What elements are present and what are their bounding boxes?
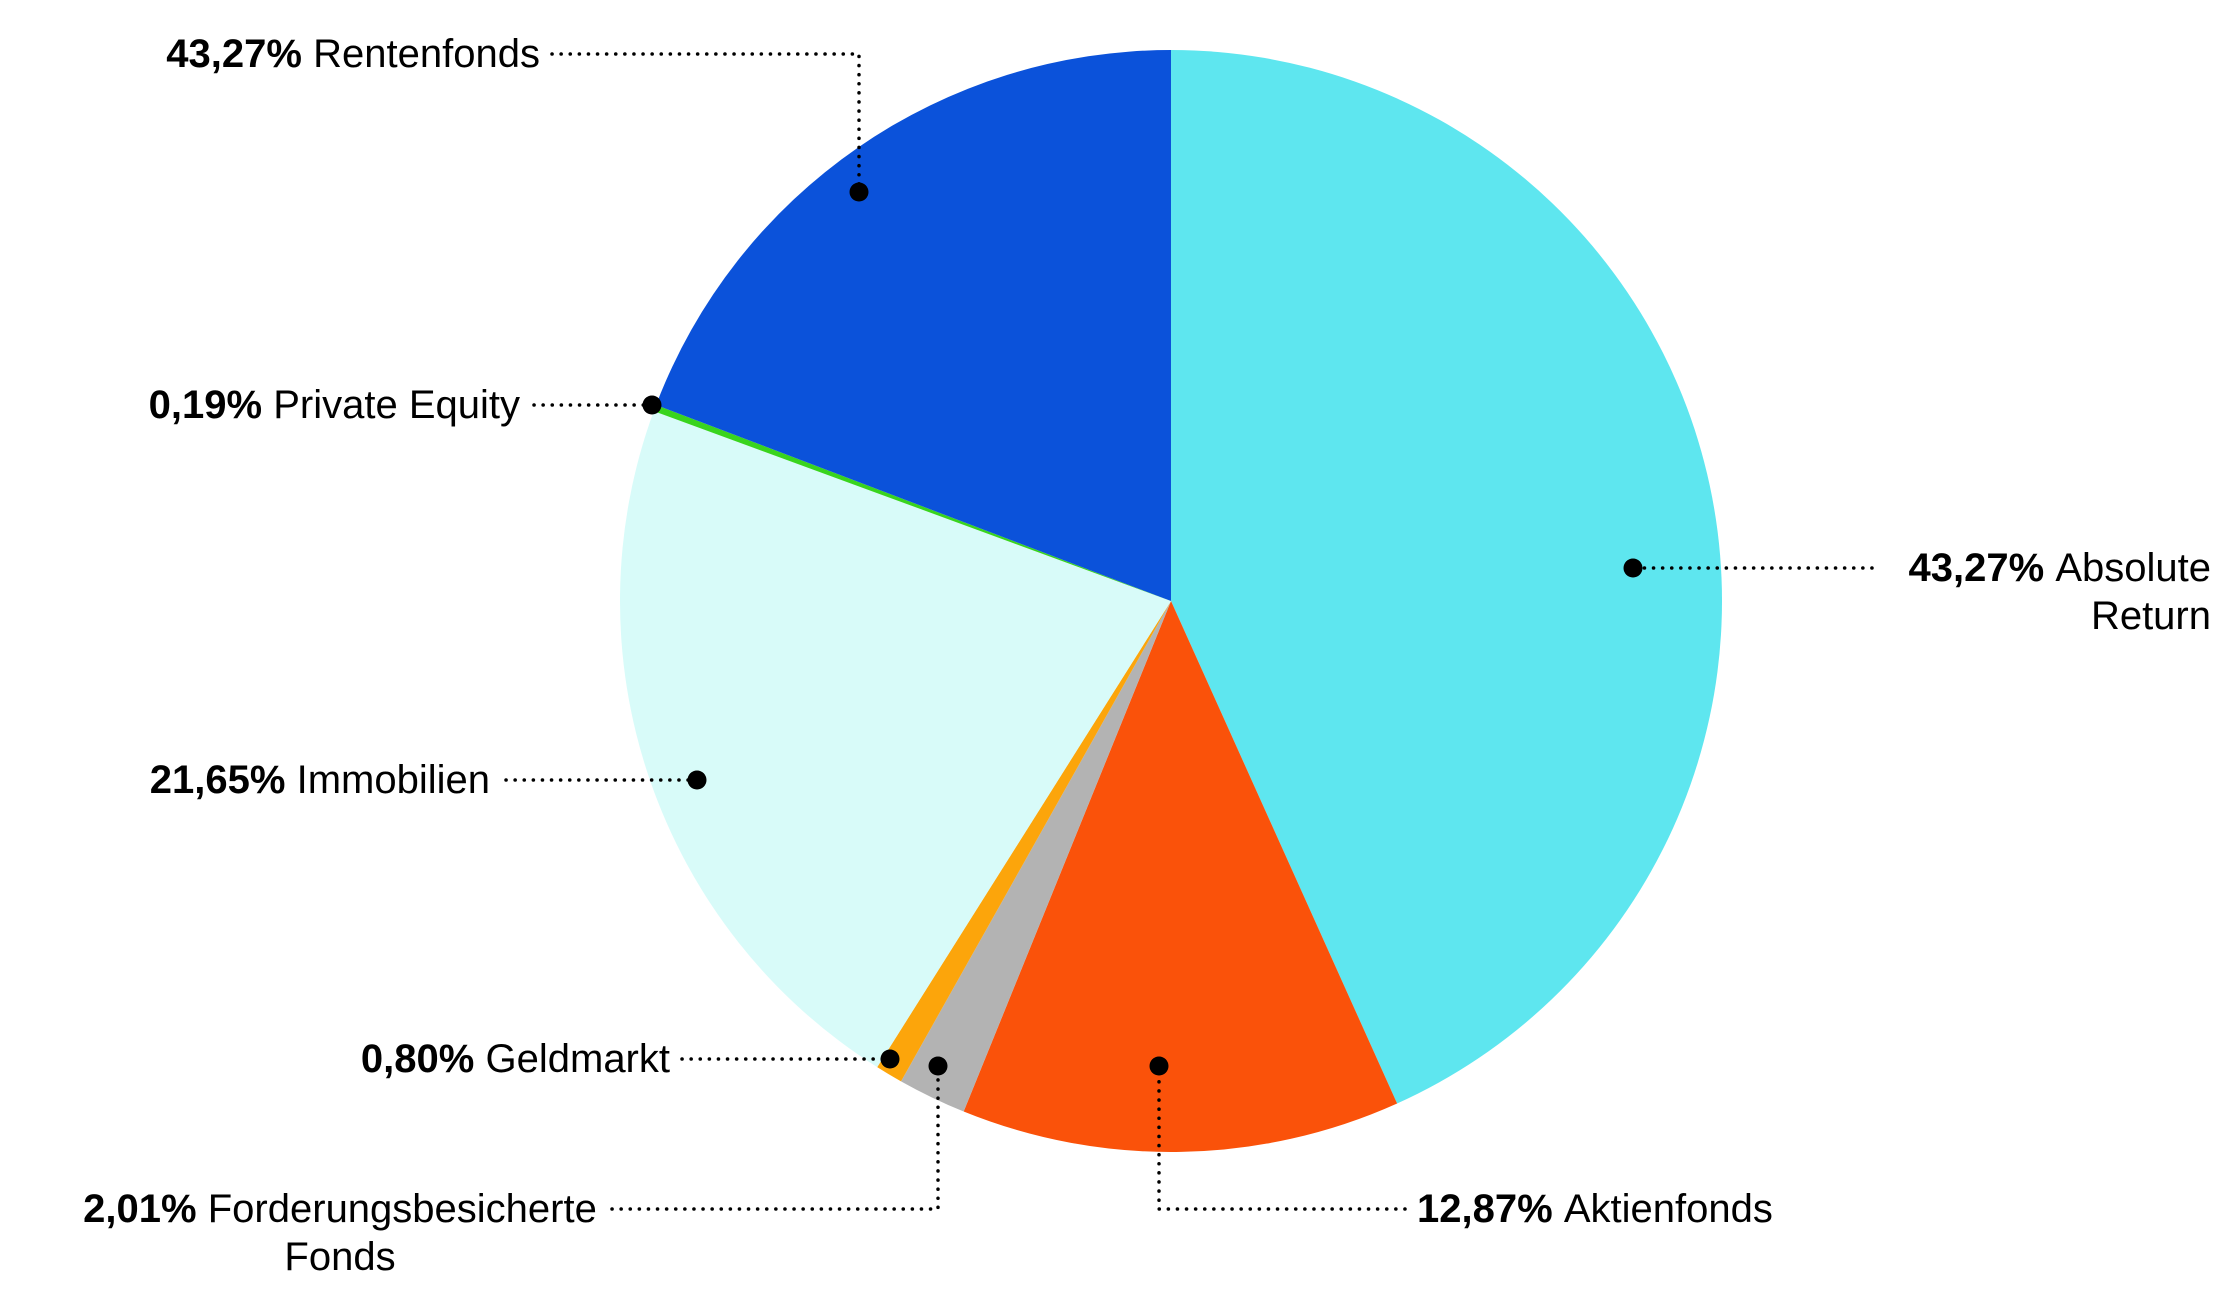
pie-slice-geldmarkt bbox=[877, 601, 1171, 1082]
aktienfonds-name: Aktienfonds bbox=[1563, 1187, 1773, 1231]
absolute-return-name: Absolute Return bbox=[2055, 546, 2211, 638]
leader-line-rentenfonds bbox=[550, 52, 861, 194]
leader-line-aktienfonds bbox=[1157, 1064, 1407, 1211]
private-equity-name: Private Equity bbox=[273, 383, 520, 427]
callout-forderungsbesicherte-fonds: 2,01% Forderungsbesicherte Fonds bbox=[30, 1185, 650, 1281]
callout-aktienfonds: 12,87% Aktienfonds bbox=[1417, 1185, 1773, 1233]
rentenfonds-percent: 43,27% bbox=[166, 32, 302, 76]
pie-slice-absolute-return bbox=[1171, 49, 1723, 1104]
immobilien-name: Immobilien bbox=[296, 758, 490, 802]
callout-immobilien: 21,65% Immobilien bbox=[60, 756, 490, 804]
leader-dot-rentenfonds bbox=[849, 182, 869, 202]
forderungsbesicherte-fonds-percent: 2,01% bbox=[83, 1187, 197, 1231]
private-equity-percent: 0,19% bbox=[148, 383, 263, 427]
pie-slice-rentenfonds bbox=[656, 50, 1171, 601]
pie-slice-forderungsbesicherte-fonds bbox=[901, 601, 1171, 1112]
leader-dot-aktienfonds bbox=[1149, 1056, 1169, 1076]
callout-rentenfonds: 43,27% Rentenfonds bbox=[110, 30, 540, 78]
forderungsbesicherte-fonds-name: Forderungsbesicherte Fonds bbox=[207, 1187, 597, 1279]
callout-private-equity: 0,19% Private Equity bbox=[60, 381, 520, 429]
callout-absolute-return: 43,27% Absolute Return bbox=[1871, 544, 2211, 640]
pie-slice-private-equity bbox=[653, 404, 1171, 601]
leader-dot-private-equity bbox=[642, 395, 662, 415]
absolute-return-percent: 43,27% bbox=[1908, 546, 2045, 590]
leader-dot-absolute-return bbox=[1623, 558, 1643, 578]
rentenfonds-name: Rentenfonds bbox=[313, 32, 540, 76]
aktienfonds-percent: 12,87% bbox=[1417, 1187, 1553, 1231]
geldmarkt-percent: 0,80% bbox=[360, 1037, 475, 1081]
leader-line-forderungsbesicherte-fonds bbox=[610, 1064, 940, 1211]
leader-dot-immobilien bbox=[687, 770, 707, 790]
immobilien-percent: 21,65% bbox=[149, 758, 286, 802]
pie-slice-aktienfonds bbox=[963, 601, 1398, 1152]
callout-geldmarkt: 0,80% Geldmarkt bbox=[280, 1035, 670, 1083]
leader-dot-forderungsbesicherte-fonds bbox=[928, 1056, 948, 1076]
leader-dot-geldmarkt bbox=[880, 1049, 900, 1069]
pie-slice-immobilien bbox=[620, 411, 1171, 1068]
geldmarkt-name: Geldmarkt bbox=[485, 1037, 671, 1081]
